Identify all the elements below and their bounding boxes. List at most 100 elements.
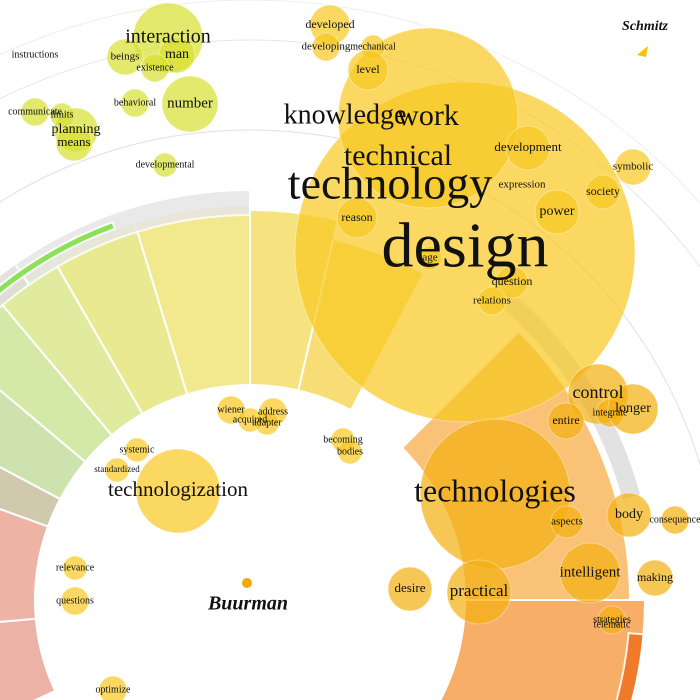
word-bubble [559, 542, 621, 604]
word-bubble [161, 75, 219, 133]
word-label: becoming [323, 434, 362, 445]
word-bubble [597, 605, 627, 635]
word-label: intelligent [560, 564, 622, 580]
word-label: development [494, 139, 562, 154]
word-bubble [62, 555, 88, 581]
word-bubble [135, 448, 221, 534]
ring-segment [0, 507, 50, 623]
word-label: entire [552, 413, 579, 427]
guide-ring [0, 129, 700, 467]
word-label: reason [341, 210, 372, 224]
word-label: man [165, 47, 189, 62]
word-bubble [55, 124, 93, 162]
word-label: making [637, 570, 673, 584]
word-label: adapter [252, 417, 282, 428]
ring-segment [615, 632, 645, 700]
word-bubble [534, 189, 580, 235]
author-label: Buurman [207, 593, 288, 615]
word-label: question [492, 274, 533, 288]
marker [637, 46, 648, 57]
word-label: systemic [120, 444, 156, 455]
word-label: strategies [593, 614, 631, 625]
word-label: technical [344, 139, 452, 172]
ring-segment [0, 220, 117, 296]
word-label: questions [56, 595, 94, 606]
guide-ring [0, 39, 700, 268]
word-bubble [614, 148, 652, 186]
word-label: interaction [125, 26, 211, 48]
word-bubble [417, 245, 443, 271]
word-bubble [547, 402, 585, 440]
word-label: technology [288, 158, 492, 209]
word-label: limits [51, 109, 74, 120]
word-label: address [258, 406, 288, 417]
word-bubble [120, 88, 150, 118]
word-bubble [140, 53, 170, 83]
word-label: behavioral [114, 97, 156, 108]
word-label: practical [450, 581, 509, 600]
word-label: technologization [108, 477, 248, 501]
word-label: acquired [233, 414, 267, 425]
word-label: developmental [136, 159, 195, 170]
word-label: expression [498, 179, 546, 191]
ring-segment [13, 188, 251, 287]
word-label: communicate [8, 106, 62, 117]
word-bubble [660, 505, 690, 535]
word-bubble [311, 32, 341, 62]
word-label: standardized [94, 464, 140, 474]
word-label: longer [615, 401, 651, 416]
word-bubble [477, 286, 507, 316]
word-label: mechanical [350, 41, 396, 52]
word-label: means [57, 134, 90, 149]
ring-segment [0, 617, 57, 700]
word-label: instructions [12, 49, 59, 60]
word-bubble [636, 559, 674, 597]
word-bubble [106, 38, 144, 76]
word-label: society [586, 184, 620, 198]
word-label: optimize [96, 684, 132, 695]
word-bubble [495, 265, 529, 299]
word-label: technologies [414, 472, 576, 508]
word-bubble [446, 559, 512, 625]
word-bubble [336, 197, 378, 239]
word-label: bodies [337, 446, 363, 457]
word-label: developing [302, 41, 351, 53]
word-label: aspects [551, 516, 583, 528]
word-label: telematic [594, 619, 631, 630]
word-label: developed [305, 17, 354, 31]
word-label: control [573, 382, 624, 402]
word-label: wiener [217, 404, 245, 415]
word-label: relevance [56, 562, 95, 573]
word-label: relations [473, 295, 511, 307]
word-bubble [254, 410, 280, 436]
word-label: design [381, 210, 548, 281]
word-bubble [98, 675, 128, 700]
word-bubble [550, 505, 584, 539]
word-label: age [422, 252, 437, 264]
bubbles [20, 2, 690, 700]
marker [242, 578, 252, 588]
word-bubble [20, 97, 50, 127]
word-label: integrate [593, 407, 629, 418]
word-label: work [397, 99, 459, 132]
word-label: consequence [649, 514, 700, 525]
word-label: planning [52, 122, 101, 137]
word-label: body [615, 507, 643, 522]
word-bubble [337, 439, 363, 465]
word-bubble [347, 49, 389, 91]
word-bubble [585, 174, 621, 210]
author-label: Schmitz [622, 19, 668, 34]
word-bubble [124, 437, 150, 463]
word-bubble [606, 492, 652, 538]
word-bubble [60, 586, 90, 616]
word-label: desire [394, 580, 425, 595]
word-bubble [387, 566, 433, 612]
word-bubble [607, 383, 659, 435]
word-bubble [505, 125, 551, 171]
word-bubble [104, 457, 130, 483]
word-label: existence [136, 62, 174, 73]
word-label: beings [111, 51, 140, 63]
word-label: symbolic [613, 161, 653, 173]
